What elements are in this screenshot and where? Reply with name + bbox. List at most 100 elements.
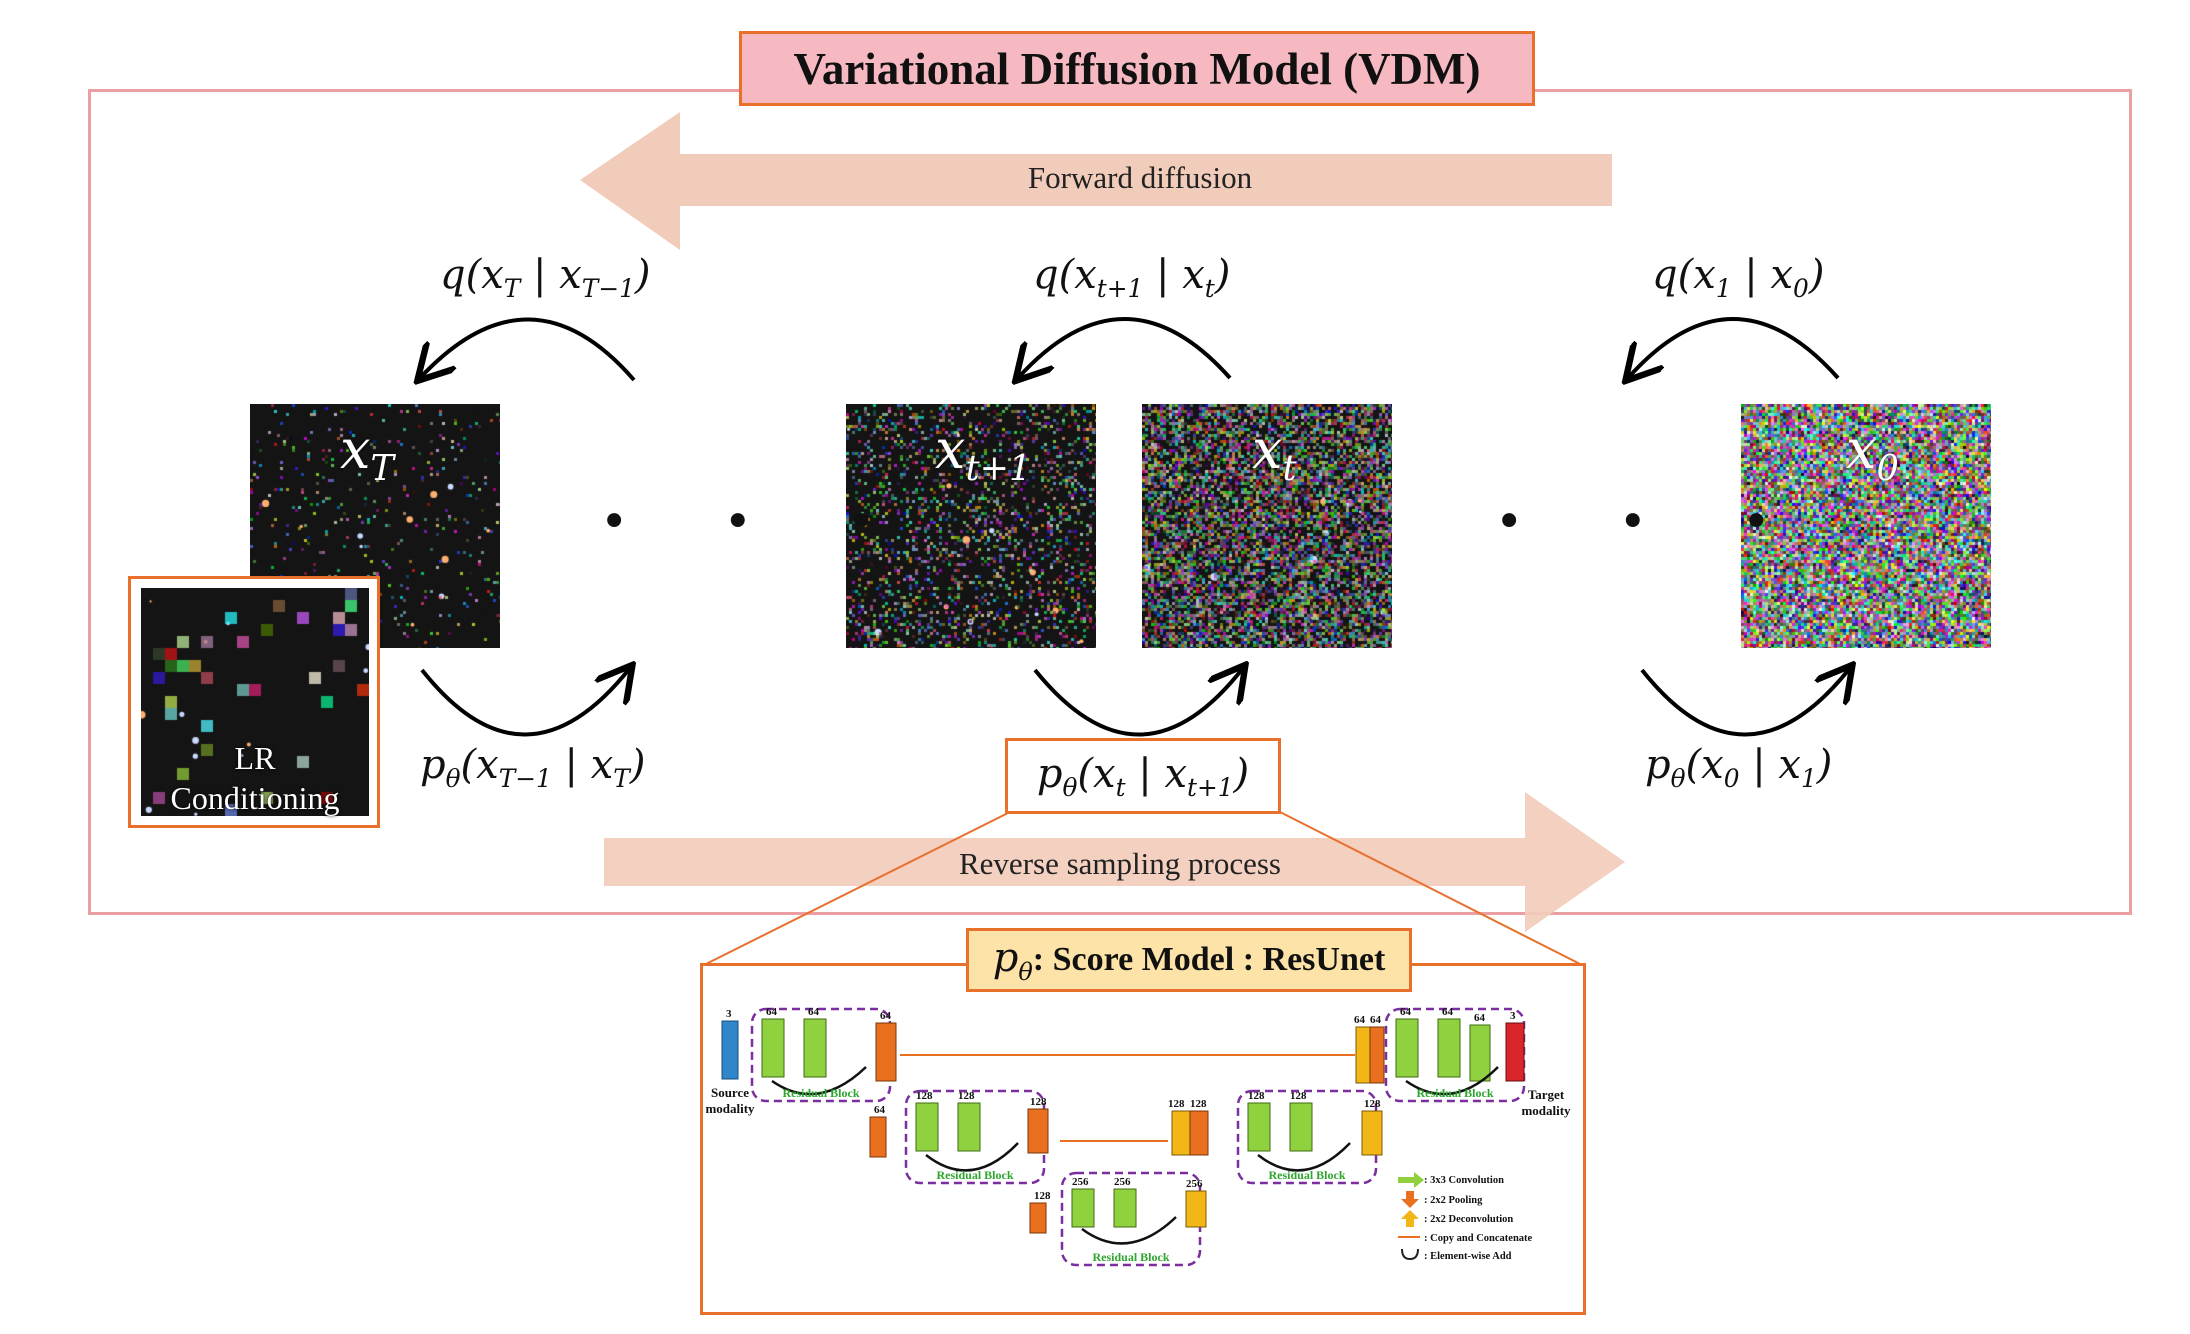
channel-label: 64 xyxy=(1400,1006,1412,1018)
channel-label: 128 xyxy=(1168,1098,1185,1110)
channel-label: 128 xyxy=(1364,1098,1381,1110)
deconv-block xyxy=(1361,1110,1383,1156)
forward-diffusion-arrow xyxy=(580,112,1612,250)
reverse-equation-t-box: pθ(xt | xt+1) xyxy=(1005,738,1281,814)
forward-curve-arrow-2 xyxy=(1018,317,1232,378)
pool-block xyxy=(1029,1202,1047,1234)
lr-conditioning-image xyxy=(141,588,369,816)
pool-block xyxy=(875,1022,897,1082)
legend-text: : 2x2 Pooling xyxy=(1424,1195,1483,1206)
ellipsis-left: • • • xyxy=(600,494,916,550)
channel-label: 128 xyxy=(916,1090,933,1102)
channel-label: 128 xyxy=(1248,1090,1265,1102)
source-label-line2: modality xyxy=(705,1101,755,1116)
galaxy-panel-xt1 xyxy=(846,404,1096,648)
diagram-title-text: Variational Diffusion Model (VDM) xyxy=(793,43,1481,94)
channel-label: 128 xyxy=(1190,1098,1207,1110)
residual-arc xyxy=(1081,1216,1177,1245)
resunet-diagram: 3 64 64 64 64 128 128 128 128 256 256 25… xyxy=(705,1006,1571,1267)
conv-block xyxy=(1113,1188,1137,1228)
channel-label: 256 xyxy=(1114,1176,1131,1188)
conv-block xyxy=(915,1102,939,1152)
score-model-label: : Score Model : ResUnet xyxy=(1032,941,1386,978)
legend-text: : 3x3 Convolution xyxy=(1424,1175,1504,1186)
green-arrow-icon xyxy=(1398,1172,1424,1188)
zoom-line-left xyxy=(701,811,1011,967)
pool-block xyxy=(869,1116,887,1158)
lr-conditioning-label: LR Conditioning xyxy=(170,740,340,816)
channel-label: 64 xyxy=(1354,1014,1366,1026)
score-model-title: pθ : Score Model : ResUnet xyxy=(966,928,1412,992)
target-label-line2: modality xyxy=(1521,1103,1571,1118)
channel-label: 128 xyxy=(1034,1190,1051,1202)
residual-block-label: Residual Block xyxy=(1416,1086,1493,1100)
channel-label: 128 xyxy=(1290,1090,1307,1102)
conv-block xyxy=(803,1018,827,1078)
channel-label: 128 xyxy=(958,1090,975,1102)
reverse-curve-arrow-2 xyxy=(1033,668,1243,737)
panel-label-xT: xT xyxy=(340,418,394,489)
reverse-equation-0: pθ(x0 | x1) xyxy=(1645,742,1833,793)
deconv-block xyxy=(1185,1190,1207,1228)
reverse-curve-arrow-1 xyxy=(420,668,630,737)
diagram-title: Variational Diffusion Model (VDM) xyxy=(739,31,1535,106)
panel-label-x0: x0 xyxy=(1846,418,1899,489)
source-label-line1: Source xyxy=(711,1085,749,1100)
residual-block-label: Residual Block xyxy=(1092,1250,1169,1264)
conv-block xyxy=(957,1102,981,1152)
ellipsis-right: • • • xyxy=(1495,494,1811,550)
residual-arc xyxy=(1257,1142,1351,1172)
residual-block-label: Residual Block xyxy=(936,1168,1013,1182)
residual-arc xyxy=(925,1142,1019,1172)
channel-label: 256 xyxy=(1072,1176,1089,1188)
channel-label: 3 xyxy=(1510,1010,1516,1022)
resunet-legend: : 3x3 Convolution : 2x2 Pooling : 2x2 De… xyxy=(1398,1172,1533,1262)
forward-equation-1: q(x1 | x0) xyxy=(1652,252,1825,303)
legend-text: : 2x2 Deconvolution xyxy=(1424,1214,1513,1225)
residual-arc xyxy=(1405,1066,1499,1096)
channel-label: 64 xyxy=(1442,1006,1454,1018)
conv-block xyxy=(1071,1188,1095,1228)
score-model-symbol: pθ xyxy=(992,934,1033,986)
deconv-block xyxy=(1355,1026,1371,1084)
residual-block-label: Residual Block xyxy=(782,1086,859,1100)
yellow-up-arrow-icon xyxy=(1401,1210,1419,1227)
galaxy-panel-xt xyxy=(1142,404,1392,648)
channel-label: 64 xyxy=(1370,1014,1382,1026)
conv-block xyxy=(1247,1102,1271,1152)
panel-label-xt: xt xyxy=(1252,418,1297,489)
forward-curve-arrow-1 xyxy=(420,317,636,380)
orange-down-arrow-icon xyxy=(1401,1191,1419,1208)
element-add-icon xyxy=(1401,1248,1419,1261)
channel-label: 256 xyxy=(1186,1178,1203,1190)
channel-label: 64 xyxy=(766,1006,778,1018)
target-label-line1: Target xyxy=(1528,1087,1565,1102)
forward-diffusion-label: Forward diffusion xyxy=(1027,160,1253,195)
channel-label: 64 xyxy=(874,1104,886,1116)
zoom-line-right xyxy=(1279,811,1585,967)
channel-label: 64 xyxy=(1474,1012,1486,1024)
conv-block xyxy=(1437,1018,1461,1078)
reverse-equation-t: pθ(xt | xt+1) xyxy=(1036,750,1250,802)
legend-text: : Element-wise Add xyxy=(1424,1251,1512,1262)
pool-block xyxy=(1027,1108,1049,1154)
residual-arc xyxy=(771,1066,867,1096)
reverse-sampling-arrow xyxy=(604,792,1625,932)
target-block xyxy=(1505,1022,1525,1082)
conv-block xyxy=(761,1018,785,1078)
deconv-block xyxy=(1171,1110,1191,1156)
reverse-curve-arrow-3 xyxy=(1640,668,1850,737)
conv-block xyxy=(1289,1102,1313,1152)
reverse-sampling-label: Reverse sampling process xyxy=(959,846,1281,881)
channel-label: 3 xyxy=(726,1008,732,1020)
reverse-equation-T: pθ(xT−1 | xT) xyxy=(420,742,646,793)
channel-label: 64 xyxy=(880,1010,892,1022)
residual-block-label: Residual Block xyxy=(1268,1168,1345,1182)
concat-block xyxy=(1369,1026,1385,1084)
channel-label: 128 xyxy=(1030,1096,1047,1108)
conv-block xyxy=(1469,1024,1491,1082)
forward-equation-t: q(xt+1 | xt) xyxy=(1033,252,1231,303)
conv-block xyxy=(1395,1018,1419,1078)
forward-equation-T: q(xT | xT−1) xyxy=(440,252,651,303)
